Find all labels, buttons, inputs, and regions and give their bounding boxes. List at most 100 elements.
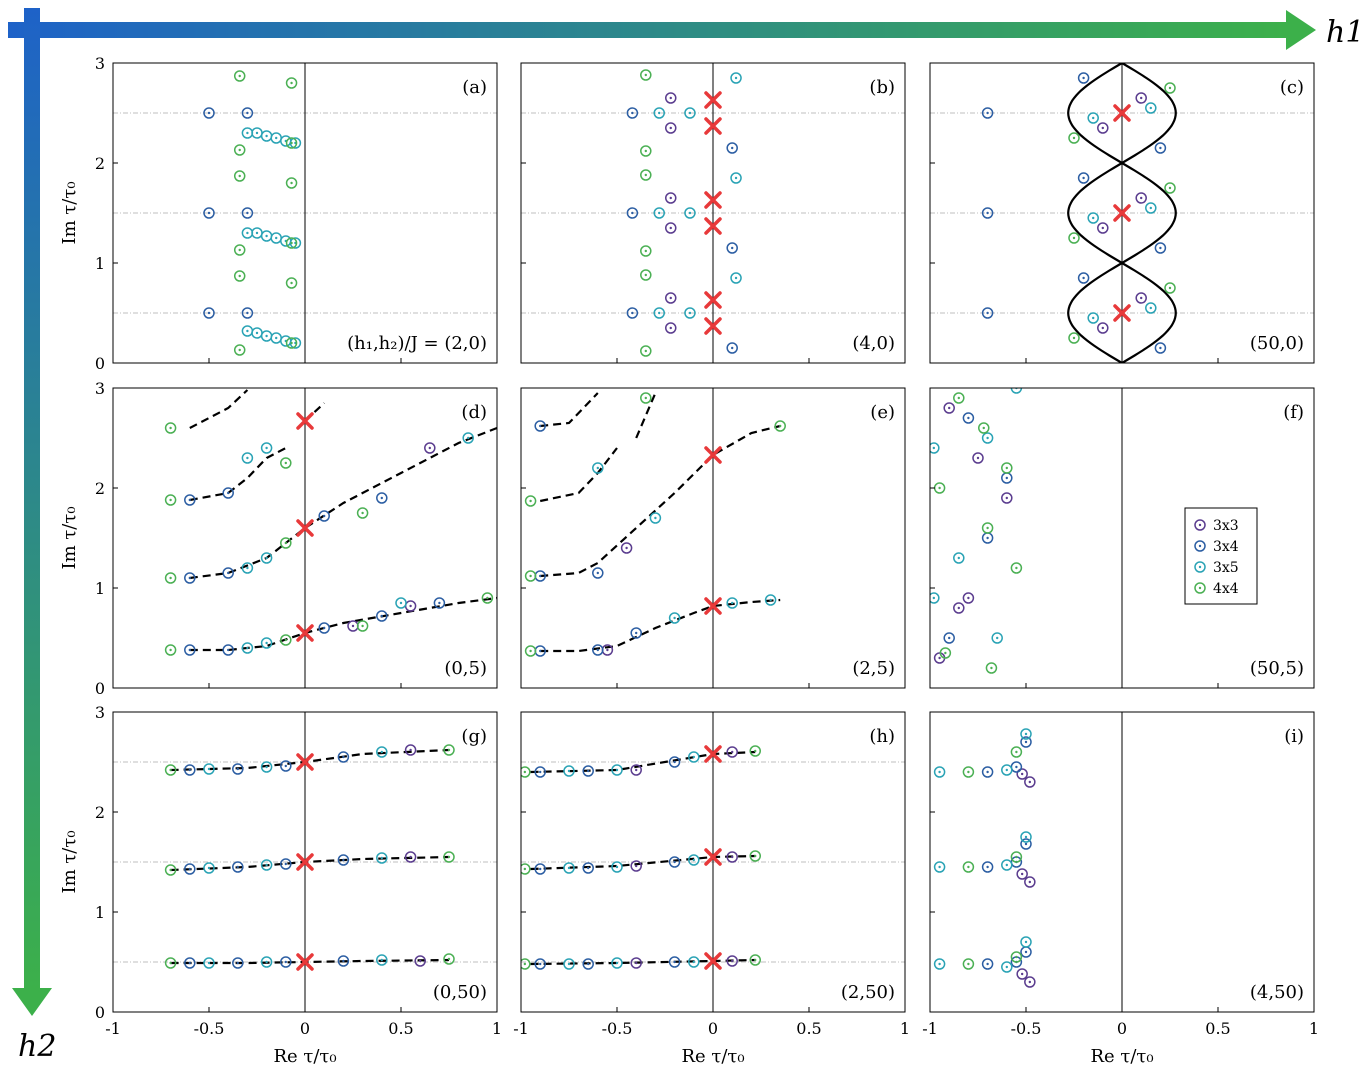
envelope-curve — [1067, 63, 1177, 363]
point-dot-3x5 — [265, 334, 268, 338]
point-dot-3x3 — [1020, 772, 1024, 776]
point-dot-3x5 — [688, 311, 692, 315]
point-3x5 — [653, 307, 665, 319]
point-3x4 — [726, 342, 738, 354]
legend-label-3x4: 3x4 — [1213, 539, 1239, 555]
point-3x5 — [649, 512, 662, 524]
point-dot-3x5 — [275, 336, 278, 340]
point-dot-3x5 — [265, 234, 268, 238]
point-3x5 — [203, 763, 215, 775]
point-3x4 — [981, 107, 994, 119]
point-dot-3x5 — [596, 466, 599, 470]
point-4x4 — [1010, 851, 1023, 863]
point-dot-3x4 — [246, 211, 249, 215]
point-dot-3x4 — [1159, 246, 1162, 250]
point-3x5 — [376, 746, 388, 758]
point-dot-3x5 — [380, 750, 383, 754]
point-dot-3x5 — [996, 636, 999, 640]
point-dot-3x4 — [1159, 346, 1162, 350]
point-3x3 — [1001, 492, 1013, 504]
point-4x4 — [749, 850, 761, 862]
point-3x4 — [318, 510, 330, 522]
point-dot-3x4 — [596, 571, 599, 575]
point-3x5 — [592, 462, 604, 474]
point-4x4 — [164, 494, 177, 506]
point-3x4 — [232, 957, 244, 969]
point-3x4 — [337, 955, 350, 967]
point-dot-3x3 — [351, 624, 355, 628]
point-3x5 — [730, 172, 742, 184]
point-dot-3x4 — [342, 755, 345, 759]
point-3x3 — [1097, 322, 1109, 334]
point-3x5 — [1001, 961, 1013, 973]
point-dot-3x4 — [731, 146, 734, 150]
panel-letter: (d) — [461, 402, 487, 423]
point-dot-3x4 — [986, 536, 989, 540]
point-dot-3x5 — [265, 134, 268, 138]
point-dot-4x4 — [169, 768, 172, 772]
point-dot-3x4 — [673, 960, 676, 964]
point-3x4 — [592, 567, 604, 579]
point-dot-3x5 — [567, 769, 571, 773]
point-4x4 — [939, 647, 952, 659]
zero-crossing-mark — [1113, 104, 1131, 122]
point-4x4 — [164, 764, 177, 776]
point-3x5 — [1001, 764, 1013, 776]
point-dot-3x3 — [976, 456, 980, 460]
point-dot-3x5 — [246, 566, 249, 570]
point-dot-3x3 — [1020, 872, 1024, 876]
plot-area — [113, 712, 497, 1012]
point-dot-3x5 — [615, 768, 619, 772]
point-3x5 — [933, 861, 946, 873]
zero-crossing-mark — [296, 953, 314, 971]
point-4x4 — [280, 457, 292, 469]
point-dot-3x3 — [428, 446, 431, 450]
panel-params: (4,0) — [852, 333, 895, 354]
point-dot-3x3 — [409, 604, 412, 608]
point-3x4 — [582, 958, 594, 970]
y-tick-label: 2 — [95, 479, 105, 498]
point-4x4 — [640, 392, 652, 404]
point-dot-4x4 — [290, 141, 293, 145]
panel-e: (e) (2,5) — [520, 387, 906, 689]
point-dot-3x5 — [207, 767, 211, 771]
zero-crossing-mark — [704, 597, 722, 615]
point-3x5 — [653, 107, 665, 119]
point-dot-4x4 — [447, 957, 451, 961]
y-axis-label: Im τ/τ₀ — [59, 830, 80, 893]
point-dot-3x4 — [986, 770, 989, 774]
point-4x4 — [640, 345, 652, 357]
point-dot-3x5 — [938, 770, 941, 774]
y-tick-label: 1 — [95, 254, 105, 273]
legend-label-4x4: 4x4 — [1213, 581, 1239, 597]
point-dot-3x5 — [255, 131, 259, 135]
point-3x4 — [184, 494, 196, 506]
legend-label-3x5: 3x5 — [1213, 560, 1239, 576]
x-tick-label: 0.5 — [1205, 1019, 1230, 1038]
plot-area — [521, 712, 905, 1012]
point-dot-3x4 — [631, 211, 634, 215]
panel-d: 0 1 2 3 Im τ/τ₀ (d) (0,5) — [59, 379, 498, 698]
point-dot-3x4 — [673, 760, 676, 764]
point-4x4 — [481, 592, 494, 604]
point-dot-3x4 — [188, 768, 191, 772]
point-4x4 — [1068, 332, 1080, 344]
point-4x4 — [356, 620, 369, 632]
point-3x5 — [611, 861, 623, 873]
point-4x4 — [640, 69, 652, 81]
point-3x5 — [611, 764, 623, 776]
point-3x4 — [222, 567, 234, 579]
panel-h: -1 -0.5 0 0.5 1 Re τ/τ₀ (h) (2,50) — [513, 711, 910, 1067]
point-3x5 — [260, 637, 273, 649]
y-tick-label: 1 — [95, 903, 105, 922]
point-dot-4x4 — [290, 241, 293, 245]
point-dot-3x3 — [1140, 196, 1143, 200]
point-dot-4x4 — [644, 173, 647, 177]
point-dot-3x4 — [539, 867, 542, 871]
point-dot-3x5 — [255, 231, 259, 235]
point-3x4 — [241, 307, 254, 319]
point-dot-3x4 — [246, 311, 249, 315]
point-3x3 — [1016, 868, 1028, 880]
panel-letter: (g) — [461, 726, 487, 747]
point-3x3 — [1135, 192, 1147, 204]
